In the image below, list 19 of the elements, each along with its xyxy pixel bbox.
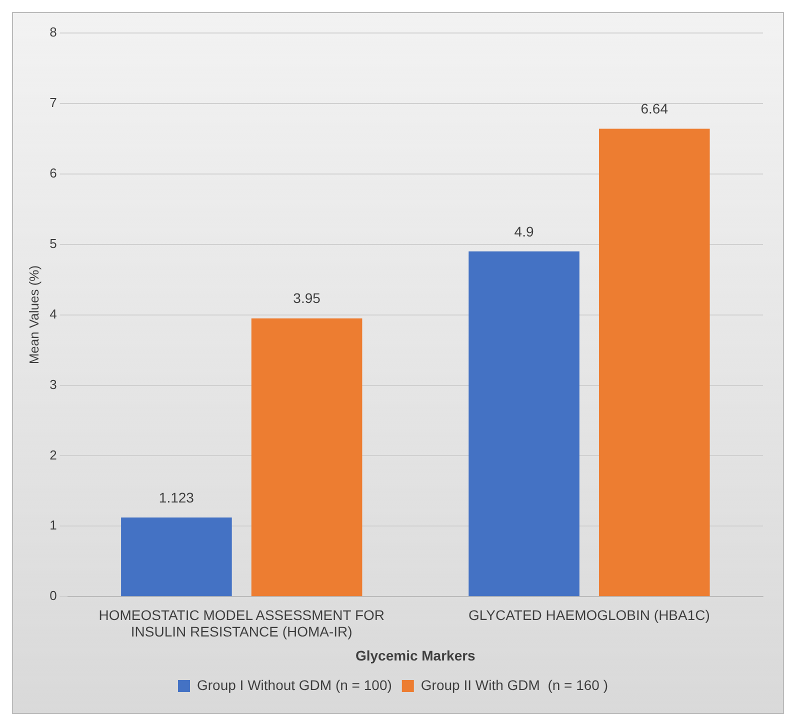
y-tick-label: 2 (50, 447, 57, 462)
y-axis-title: Mean Values (%) (26, 265, 42, 364)
data-label: 3.95 (293, 290, 321, 306)
legend-label: Group I Without GDM (n = 100) (196, 676, 392, 693)
y-tick-label: 5 (50, 236, 57, 251)
legend-label: Group II With GDM (n = 160 ) (420, 676, 608, 693)
x-tick-label: HOMEOSTATIC MODEL ASSESSMENT FOR INSULIN RESISTANCE (HOMA-IR) (98, 606, 384, 640)
y-tick-label: 8 (50, 24, 57, 40)
y-tick-label: 1 (50, 518, 57, 533)
data-label: 4.9 (514, 223, 534, 240)
x-axis-title: Glycemic Markers (355, 647, 476, 664)
y-tick-label: 7 (50, 95, 57, 110)
x-tick-label: GLYCATED HAEMOGLOBIN (HBA1C) (468, 606, 710, 623)
data-label: 6.64 (640, 100, 668, 117)
y-tick-label: 4 (50, 306, 57, 322)
data-label: 1.123 (158, 489, 194, 506)
y-tick-label: 3 (50, 376, 57, 392)
y-tick-label: 6 (50, 165, 57, 180)
y-tick-label: 0 (50, 588, 57, 604)
